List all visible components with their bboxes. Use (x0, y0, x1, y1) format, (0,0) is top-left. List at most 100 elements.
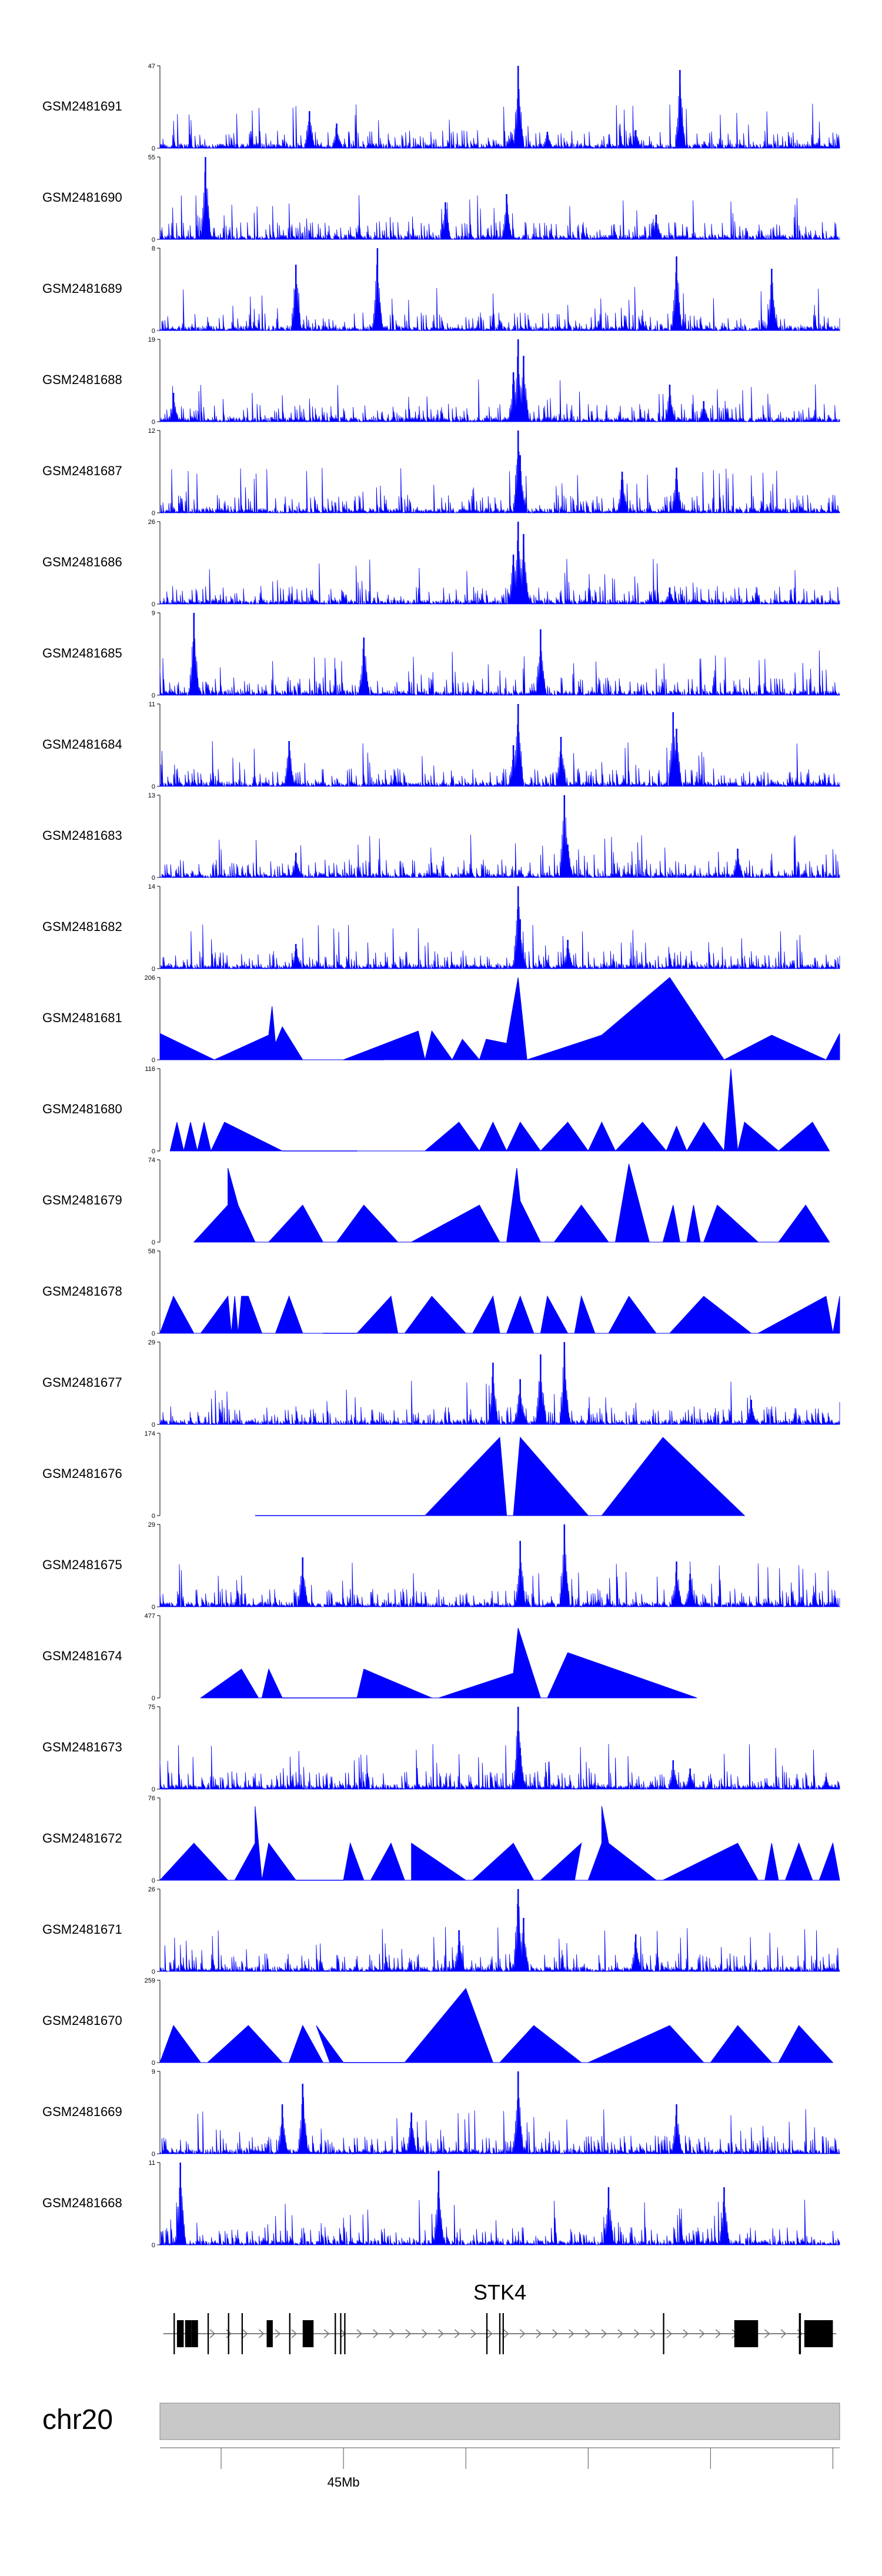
exon (486, 2313, 488, 2354)
coverage-area (169, 1068, 830, 1152)
y-tick-label-max: 76 (148, 1795, 155, 1802)
strand-arrow (438, 2329, 444, 2338)
coverage-area (159, 724, 840, 788)
y-tick-label-zero: 0 (152, 1604, 155, 1611)
coverage-series (159, 248, 840, 332)
coverage-series (159, 1806, 840, 1881)
strand-arrow (487, 2329, 493, 2338)
y-tick-label-zero: 0 (152, 875, 155, 882)
y-tick-label-zero: 0 (152, 145, 155, 152)
coverage-series (159, 613, 840, 696)
track-label: GSM2481678 (42, 1284, 122, 1299)
coverage-series (159, 977, 840, 1061)
exon (207, 2313, 209, 2354)
coverage-area (159, 2163, 840, 2246)
exon (185, 2320, 192, 2347)
track-label: GSM2481675 (42, 1557, 122, 1572)
exon (734, 2320, 759, 2347)
coverage-series (159, 1988, 834, 2063)
exon (799, 2313, 801, 2354)
track-GSM2481678: GSM2481678 58 0 (42, 1248, 840, 1337)
exon (340, 2313, 342, 2354)
track-GSM2481677: GSM2481677 29 0 (42, 1339, 840, 1429)
track-GSM2481668: GSM2481668 11 0 (42, 2160, 840, 2249)
y-tick-label-max: 75 (148, 1704, 155, 1711)
strand-arrow (683, 2329, 689, 2338)
track-GSM2481679: GSM2481679 74 0 (42, 1157, 830, 1246)
exon (804, 2320, 833, 2347)
y-tick-label-max: 9 (152, 2068, 155, 2076)
track-label: GSM2481674 (42, 1649, 122, 1663)
y-tick-label-max: 26 (148, 519, 155, 526)
track-GSM2481682: GSM2481682 14 0 (42, 883, 840, 973)
exon (499, 2313, 501, 2354)
coverage-area (159, 438, 840, 514)
track-label: GSM2481684 (42, 737, 122, 752)
coverage-series (169, 1068, 830, 1152)
exon (344, 2313, 346, 2354)
y-tick-label-zero: 0 (152, 692, 155, 699)
coverage-tracks: GSM2481691470GSM2481690550GSM248168980GS… (42, 63, 840, 2249)
strand-arrow (634, 2329, 640, 2338)
strand-arrow (373, 2329, 379, 2338)
strand-arrow (780, 2329, 787, 2338)
coverage-area (159, 1295, 840, 1334)
track-label: GSM2481683 (42, 828, 122, 843)
coverage-area (159, 1726, 840, 1790)
track-label: GSM2481669 (42, 2104, 122, 2119)
track-GSM2481672: GSM2481672 76 0 (42, 1795, 840, 1884)
track-GSM2481686: GSM2481686 26 0 (42, 519, 840, 608)
coverage-series (159, 2071, 840, 2155)
coverage-series (159, 795, 840, 879)
y-tick-label-zero: 0 (152, 1330, 155, 1337)
coverage-area (199, 1627, 697, 1699)
y-tick-label-zero: 0 (152, 2151, 155, 2158)
coverage-series (159, 1295, 840, 1334)
track-GSM2481690: GSM2481690 55 0 (42, 154, 840, 243)
coverage-area (159, 1350, 840, 1426)
coverage-series (159, 157, 840, 241)
track-GSM2481676: GSM2481676 174 0 (42, 1430, 746, 1520)
coverage-series (159, 1342, 840, 1426)
track-GSM2481685: GSM2481685 9 0 (42, 610, 840, 699)
coverage-series (159, 2163, 840, 2246)
coverage-series (159, 1889, 840, 1973)
exon (176, 2320, 184, 2347)
y-tick-label-zero: 0 (152, 1422, 155, 1429)
y-tick-label-max: 11 (149, 2160, 155, 2167)
y-tick-label-zero: 0 (152, 328, 155, 335)
y-tick-label-max: 74 (148, 1157, 155, 1164)
strand-arrow (715, 2329, 721, 2338)
coverage-series (193, 1163, 830, 1243)
track-label: GSM2481676 (42, 1466, 122, 1481)
y-tick-label-max: 55 (148, 154, 155, 161)
track-GSM2481673: GSM2481673 75 0 (42, 1704, 840, 1793)
track-label: GSM2481671 (42, 1922, 122, 1937)
exon (173, 2313, 175, 2354)
coverage-series (255, 1436, 746, 1516)
exon (335, 2313, 336, 2354)
coverage-series (159, 704, 840, 788)
y-tick-label-max: 259 (145, 1977, 155, 1984)
track-GSM2481683: GSM2481683 13 0 (42, 792, 840, 882)
strand-arrow (323, 2329, 330, 2338)
y-tick-label-max: 8 (152, 245, 155, 252)
exon (241, 2313, 243, 2354)
track-label: GSM2481672 (42, 1831, 122, 1846)
strand-arrow (650, 2329, 656, 2338)
y-tick-label-zero: 0 (152, 236, 155, 243)
gene-name: STK4 (473, 2280, 526, 2304)
y-tick-label-max: 116 (145, 1066, 155, 1073)
track-label: GSM2481668 (42, 2195, 122, 2210)
track-label: GSM2481680 (42, 1102, 122, 1116)
coverage-area (424, 1436, 746, 1516)
strand-arrow (569, 2329, 574, 2338)
y-tick-label-max: 14 (148, 883, 155, 890)
coverage-area (159, 816, 840, 879)
y-tick-label-max: 206 (145, 975, 155, 982)
y-tick-label-zero: 0 (152, 966, 155, 973)
coverage-series (159, 886, 840, 970)
track-label: GSM2481686 (42, 555, 122, 569)
exon (502, 2313, 504, 2354)
exon (228, 2313, 229, 2354)
